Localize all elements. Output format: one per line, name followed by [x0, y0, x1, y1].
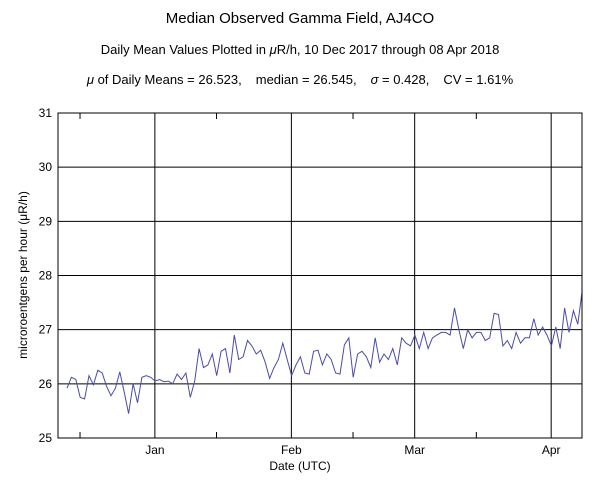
stats-sigma: = 0.428,: [378, 72, 430, 87]
y-tick-label: 26: [39, 377, 53, 391]
chart-stats-line: μ of Daily Means = 26.523, median = 26.54…: [0, 72, 600, 87]
stats-mu-symbol: μ: [86, 72, 94, 87]
y-tick-label: 30: [39, 160, 53, 174]
x-tick-label: Feb: [281, 443, 302, 457]
stats-cv: CV = 1.61%: [443, 72, 514, 87]
y-tick-label: 25: [39, 431, 53, 445]
x-tick-labels: Jan Feb Mar Apr: [145, 443, 560, 457]
y-axis-label: microroentgens per hour (μR/h): [16, 191, 30, 359]
series-line: [66, 290, 583, 414]
grid-lines: [58, 113, 582, 438]
x-tick-label: Jan: [145, 443, 164, 457]
x-axis-label: Date (UTC): [269, 459, 331, 473]
y-tick-label: 29: [39, 214, 53, 228]
minor-ticks: [79, 113, 477, 438]
chart-title: Median Observed Gamma Field, AJ4CO: [165, 10, 435, 27]
x-tick-label: Apr: [542, 443, 561, 457]
plot-frame: [57, 112, 583, 439]
subtitle-prefix: Daily Mean Values Plotted in: [100, 42, 270, 57]
x-tick-label: Mar: [404, 443, 425, 457]
stats-sigma-symbol: σ: [370, 72, 379, 87]
stats-mean: of Daily Means = 26.523,: [93, 72, 242, 87]
y-tick-label: 31: [39, 106, 53, 120]
y-tick-label: 27: [39, 323, 53, 337]
chart-subtitle: Daily Mean Values Plotted in μR/h, 10 De…: [0, 42, 600, 57]
y-tick-labels: 25 26 27 28 29 30 31: [39, 106, 53, 445]
stats-median: median = 26.545,: [255, 72, 357, 87]
subtitle-mu-symbol: μ: [269, 42, 277, 57]
subtitle-suffix: R/h, 10 Dec 2017 through 08 Apr 2018: [276, 42, 500, 57]
y-tick-label: 28: [39, 269, 53, 283]
